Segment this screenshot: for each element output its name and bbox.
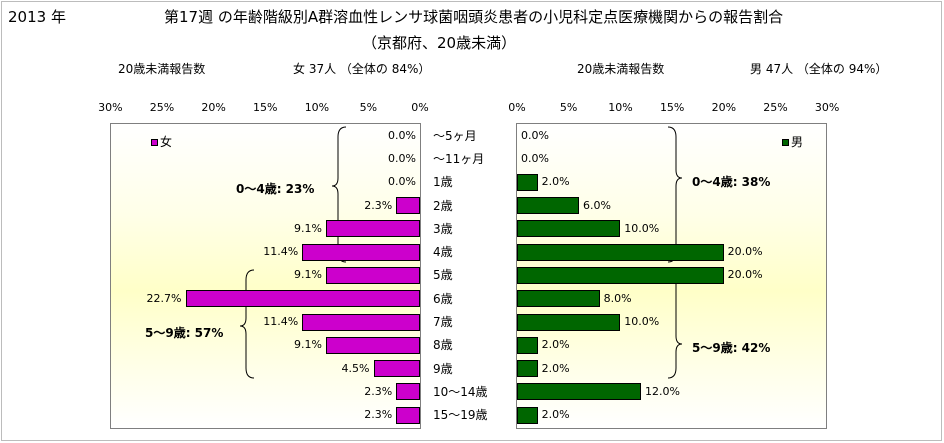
female-value-label: 9.1% (294, 338, 322, 352)
male-value-label: 20.0% (727, 245, 763, 259)
male-bar (517, 383, 641, 401)
female-legend-label: 女 (160, 135, 173, 149)
female-bar (325, 266, 420, 284)
male-tick-label: 25% (763, 101, 788, 114)
category-label: 3歳 (433, 221, 453, 236)
female-bar (373, 360, 420, 378)
category-label: 5歳 (433, 268, 453, 283)
chart-subtitle: （京都府、20歳未満） (362, 34, 517, 52)
female-value-label: 0.0% (388, 175, 416, 189)
year-label: 2013 年 (8, 8, 66, 26)
female-bar (396, 406, 420, 424)
female-value-label: 11.4% (263, 245, 299, 259)
female-value-label: 22.7% (146, 291, 182, 305)
female-value-label: 2.3% (364, 384, 393, 398)
male-value-label: 10.0% (624, 315, 660, 329)
female-0-4-bracket (331, 126, 347, 263)
male-value-label: 2.0% (541, 338, 570, 352)
category-label: 9歳 (433, 361, 453, 376)
chart-title: 第17週 の年齢階級別A群溶血性レンサ球菌咽頭炎患者の小児科定点医療機関からの報… (164, 8, 784, 26)
female-tick-label: 20% (201, 101, 226, 114)
male-group-label-0-4: 0～4歳: 38% (692, 175, 771, 189)
right-count-label: 20歳未満報告数 (577, 62, 665, 76)
female-group-label-5-9: 5～9歳: 57% (145, 326, 224, 340)
female-tick-label: 10% (304, 101, 330, 114)
male-0-4-bracket (667, 126, 683, 263)
male-bar (517, 290, 600, 308)
male-tick-label: 15% (659, 101, 685, 114)
male-tick-label: 0% (508, 101, 526, 114)
male-legend-label: 男 (791, 135, 804, 149)
male-bar (517, 360, 538, 378)
female-bar (396, 383, 420, 401)
male-bar (517, 266, 724, 284)
female-bar (396, 197, 420, 215)
female-tick-label: 5% (359, 101, 378, 114)
male-tick-label: 30% (814, 101, 840, 114)
category-label: 15～19歳 (433, 408, 488, 423)
female-bar (325, 336, 420, 354)
male-bar (517, 173, 538, 191)
male-value-label: 0.0% (521, 151, 549, 165)
male-value-label: 2.0% (541, 408, 570, 422)
female-tick-label: 0% (411, 101, 429, 114)
category-label: 4歳 (433, 245, 453, 260)
male-bar (517, 220, 621, 238)
category-label: 7歳 (433, 315, 453, 330)
left-count-label: 20歳未満報告数 (118, 62, 206, 76)
female-tick-label: 30% (98, 101, 123, 114)
male-value-label: 0.0% (521, 128, 549, 142)
male-bar (517, 336, 538, 354)
male-summary: 男 47人 （全体の 94%） (750, 62, 888, 76)
female-5-9-bracket (239, 269, 255, 379)
category-label: 1歳 (433, 175, 453, 190)
male-tick-label: 5% (559, 101, 578, 114)
female-legend-swatch (151, 139, 158, 146)
male-bar (517, 406, 538, 424)
female-value-label: 9.1% (294, 221, 322, 235)
category-label: 6歳 (433, 291, 453, 306)
category-label: 2歳 (433, 198, 453, 213)
male-value-label: 8.0% (603, 291, 632, 305)
male-value-label: 12.0% (644, 384, 680, 398)
male-bar (517, 197, 579, 215)
male-bar (517, 243, 724, 261)
female-value-label: 0.0% (388, 151, 416, 165)
male-tick-label: 10% (608, 101, 633, 114)
female-bar (185, 290, 420, 308)
female-value-label: 0.0% (388, 128, 416, 142)
category-label: ～11ヶ月 (433, 151, 485, 166)
male-tick-label: 20% (711, 101, 737, 114)
male-legend-swatch (782, 139, 789, 146)
female-bar (302, 243, 420, 261)
male-value-label: 2.0% (541, 361, 570, 375)
female-group-label-0-4: 0～4歳: 23% (236, 182, 315, 196)
female-bar (302, 313, 420, 331)
female-value-label: 2.3% (364, 408, 393, 422)
female-bar (325, 220, 420, 238)
category-label: 8歳 (433, 338, 453, 353)
female-summary: 女 37人 （全体の 84%） (293, 62, 431, 76)
male-bar (517, 313, 621, 331)
female-value-label: 9.1% (294, 268, 322, 282)
female-tick-label: 15% (253, 101, 278, 114)
female-value-label: 2.3% (364, 198, 393, 212)
female-value-label: 4.5% (341, 361, 370, 375)
male-value-label: 20.0% (727, 268, 763, 282)
female-tick-label: 25% (149, 101, 175, 114)
female-value-label: 11.4% (263, 315, 299, 329)
male-value-label: 2.0% (541, 175, 570, 189)
category-label: 10～14歳 (433, 384, 488, 399)
male-value-label: 6.0% (582, 198, 611, 212)
male-value-label: 10.0% (624, 221, 660, 235)
male-group-label-5-9: 5～9歳: 42% (692, 341, 771, 355)
male-5-9-bracket (667, 269, 683, 379)
category-label: ～5ヶ月 (433, 128, 477, 143)
